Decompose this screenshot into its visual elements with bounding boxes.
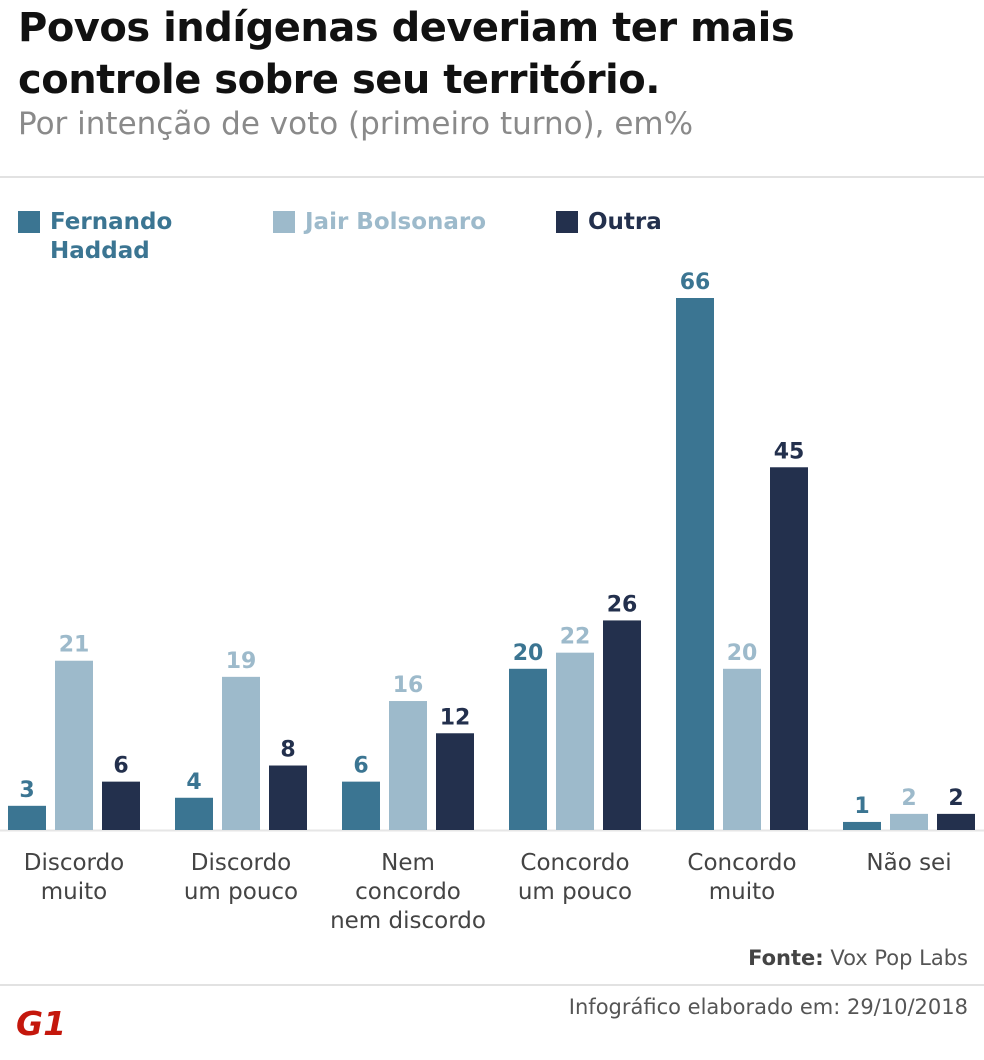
- bar-outra-3: [603, 620, 641, 830]
- bar-fernando-4: [676, 298, 714, 830]
- bar-fernando-2: [342, 781, 380, 830]
- legend-label-outra: Outra: [588, 209, 662, 235]
- data-label-outra-5: 2: [948, 786, 963, 811]
- data-label-fernando-5: 1: [854, 794, 869, 819]
- legend-swatch-outra: [556, 211, 578, 233]
- data-label-fernando-2: 6: [353, 754, 368, 779]
- data-label-outra-2: 12: [440, 705, 471, 730]
- legend-swatch-bolsonaro: [273, 211, 295, 233]
- chart-subtitle: Por intenção de voto (primeiro turno), e…: [18, 106, 694, 142]
- bar-fernando-1: [175, 797, 213, 830]
- bar-jair-3: [556, 652, 594, 830]
- g1-logo: G1: [16, 1004, 66, 1040]
- bar-fernando-5: [843, 821, 881, 830]
- source-credit: Fonte: Vox Pop Labs: [748, 946, 968, 970]
- bar-jair-0: [55, 660, 93, 830]
- category-label-4: Concordo muito: [687, 850, 796, 905]
- category-label-0: Discordo muito: [24, 850, 125, 905]
- legend-item-bolsonaro: Jair Bolsonaro: [273, 208, 486, 237]
- data-label-outra-0: 6: [113, 754, 128, 779]
- top-divider: [0, 176, 984, 178]
- bar-outra-4: [770, 467, 808, 830]
- legend-item-outra: Outra: [556, 208, 662, 237]
- bar-outra-1: [269, 765, 307, 830]
- data-label-jair-3: 22: [560, 625, 591, 650]
- category-label-1: Discordo um pouco: [184, 850, 298, 905]
- bar-jair-4: [723, 668, 761, 830]
- data-label-outra-3: 26: [607, 592, 638, 617]
- legend-label-bolsonaro: Jair Bolsonaro: [305, 209, 487, 235]
- legend-item-haddad: Fernando Haddad: [18, 208, 200, 266]
- bar-outra-0: [102, 781, 140, 830]
- data-label-jair-1: 19: [226, 649, 257, 674]
- data-label-jair-2: 16: [393, 673, 424, 698]
- category-label-5: Não sei: [866, 850, 951, 876]
- bar-jair-1: [222, 676, 260, 830]
- legend-swatch-haddad: [18, 211, 40, 233]
- category-label-2: Nem concordo nem discordo: [330, 850, 486, 934]
- bar-jair-5: [890, 813, 928, 830]
- bar-outra-2: [436, 733, 474, 830]
- infographic-date-note: Infográfico elaborado em: 29/10/2018: [568, 995, 968, 1019]
- data-label-fernando-0: 3: [19, 778, 34, 803]
- data-label-outra-4: 45: [774, 439, 805, 464]
- data-label-jair-4: 20: [727, 641, 758, 666]
- bar-jair-2: [389, 701, 427, 830]
- bottom-divider: [0, 984, 984, 986]
- bar-fernando-3: [509, 668, 547, 830]
- source-label: Fonte:: [748, 946, 824, 970]
- data-label-jair-5: 2: [901, 786, 916, 811]
- data-label-fernando-4: 66: [680, 270, 711, 295]
- legend-label-haddad: Fernando Haddad: [50, 209, 173, 264]
- chart-title: Povos indígenas deveriam ter mais contro…: [18, 5, 795, 103]
- g1-logo-text: G1: [16, 1004, 66, 1040]
- bar-fernando-0: [8, 805, 46, 830]
- category-label-3: Concordo um pouco: [518, 850, 632, 905]
- data-label-fernando-3: 20: [513, 641, 544, 666]
- data-label-fernando-1: 4: [186, 770, 201, 795]
- bar-outra-5: [937, 813, 975, 830]
- source-value: Vox Pop Labs: [830, 946, 968, 970]
- data-label-outra-1: 8: [280, 738, 295, 763]
- data-label-jair-0: 21: [59, 633, 90, 658]
